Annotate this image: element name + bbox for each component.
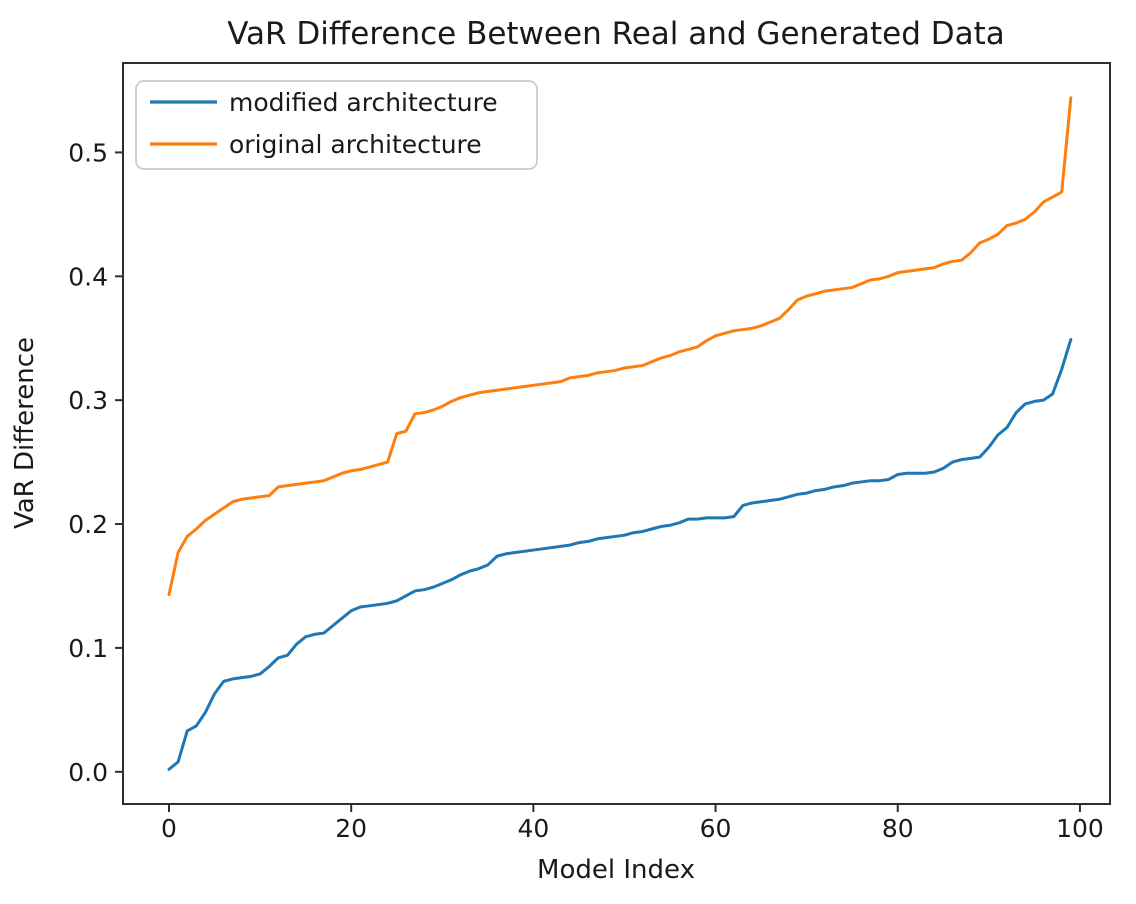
plot-border bbox=[122, 62, 1111, 805]
x-axis-label: Model Index bbox=[537, 855, 695, 885]
data-series bbox=[167, 96, 1073, 771]
y-tick-label: 0.1 bbox=[68, 634, 108, 663]
x-tick-label: 20 bbox=[335, 814, 367, 843]
legend-box bbox=[135, 80, 538, 170]
y-tick-label: 0.4 bbox=[68, 262, 108, 291]
y-tick-label: 0.0 bbox=[68, 758, 108, 787]
series-line-original-architecture bbox=[167, 96, 1073, 597]
legend-label-modified: modified architecture bbox=[229, 88, 498, 117]
series-line-modified-architecture bbox=[167, 337, 1073, 771]
chart-title: VaR Difference Between Real and Generate… bbox=[227, 16, 1005, 52]
legend: modified architecture original architect… bbox=[135, 80, 538, 170]
x-tick-label: 100 bbox=[1056, 814, 1104, 843]
x-tick-label: 0 bbox=[161, 814, 177, 843]
x-axis-ticks: 0 20 40 60 80 100 bbox=[161, 804, 1104, 843]
y-tick-label: 0.2 bbox=[68, 510, 108, 539]
y-tick-label: 0.5 bbox=[68, 138, 108, 167]
y-axis-label: VaR Difference bbox=[10, 337, 40, 529]
x-tick-label: 60 bbox=[700, 814, 732, 843]
y-axis-ticks: 0.0 0.1 0.2 0.3 0.4 0.5 bbox=[68, 138, 123, 787]
x-tick-label: 40 bbox=[517, 814, 549, 843]
y-tick-label: 0.3 bbox=[68, 386, 108, 415]
legend-label-original: original architecture bbox=[229, 130, 482, 159]
x-tick-label: 80 bbox=[882, 814, 914, 843]
